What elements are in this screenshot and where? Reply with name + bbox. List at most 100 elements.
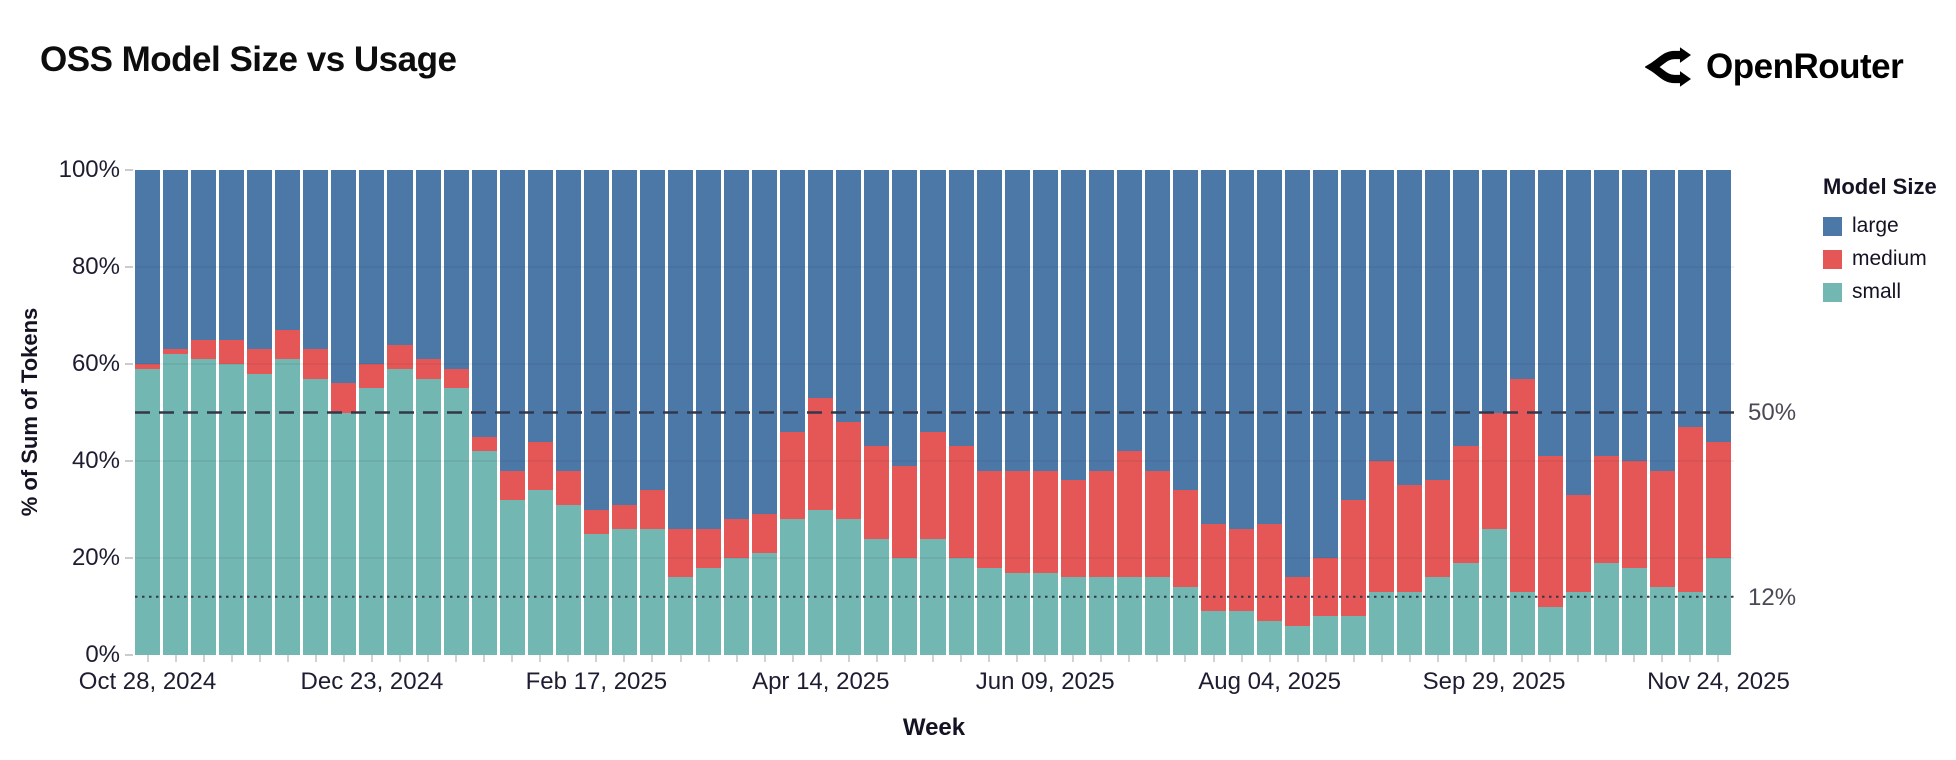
bar[interactable] [1201,170,1227,655]
bar-segment-large [864,170,890,447]
bar[interactable] [443,170,469,655]
bar[interactable] [1369,170,1395,655]
bar-segment-large [920,170,946,432]
bar-segment-medium [1677,427,1703,592]
bar[interactable] [555,170,581,655]
bar-segment-large [836,170,862,423]
bar[interactable] [920,170,946,655]
x-tick-mark [1577,655,1580,662]
bar[interactable] [1032,170,1058,655]
bar[interactable] [219,170,245,655]
y-tick-label: 60% [71,350,120,377]
legend-swatch-small [1823,282,1842,302]
bar[interactable] [1116,170,1142,655]
bar[interactable] [1649,170,1675,655]
bar[interactable] [1285,170,1311,655]
bar[interactable] [611,170,637,655]
bar-segment-large [1537,170,1563,457]
x-tick-mark [1633,655,1636,662]
bar[interactable] [668,170,694,655]
bar-segment-medium [1229,528,1255,612]
bar[interactable] [1397,170,1423,655]
x-tick-label: Oct 28, 2024 [78,668,217,695]
bar[interactable] [247,170,273,655]
bar[interactable] [163,170,189,655]
bar[interactable] [1481,170,1507,655]
x-tick-mark [847,655,850,662]
bar-segment-medium [1144,470,1170,578]
bar[interactable] [583,170,609,655]
bar-segment-large [808,170,834,398]
bar-segment-medium [555,470,581,505]
bar[interactable] [331,170,357,655]
bar-segment-small [471,451,497,655]
bar[interactable] [499,170,525,655]
bar-segment-large [1481,170,1507,413]
bar[interactable] [1565,170,1591,655]
bar[interactable] [191,170,217,655]
bar[interactable] [808,170,834,655]
bar-segment-medium [1649,470,1675,588]
bar[interactable] [1425,170,1451,655]
bar-segment-small [247,373,273,655]
bar[interactable] [892,170,918,655]
x-tick-mark [1549,655,1552,662]
bar-segment-large [1397,170,1423,486]
bar[interactable] [415,170,441,655]
bar-segment-large [1004,170,1030,471]
bar-segment-large [1565,170,1591,495]
bar-segment-medium [1397,485,1423,592]
bar[interactable] [948,170,974,655]
bar[interactable] [864,170,890,655]
x-tick-mark [988,655,991,662]
bar-segment-large [1257,170,1283,525]
brand-logo[interactable]: OpenRouter [1645,44,1904,90]
bar[interactable] [836,170,862,655]
bar[interactable] [1341,170,1367,655]
bar[interactable] [1509,170,1535,655]
bar[interactable] [527,170,553,655]
x-tick-mark [1156,655,1159,662]
bar[interactable] [1229,170,1255,655]
bar-segment-large [976,170,1002,471]
bar[interactable] [1088,170,1114,655]
bar[interactable] [1593,170,1619,655]
bar-segment-large [1313,170,1339,558]
bar[interactable] [752,170,778,655]
x-tick-mark [230,655,233,662]
x-tick-mark [1465,655,1467,662]
bar-segment-large [331,170,357,384]
bar[interactable] [1172,170,1198,655]
bar-segment-medium [1116,451,1142,578]
bar[interactable] [303,170,329,655]
bar[interactable] [724,170,750,655]
x-tick-label: Apr 14, 2025 [752,668,890,695]
bar[interactable] [1677,170,1703,655]
y-tick-mark [125,654,133,656]
bar-segment-medium [443,368,469,389]
bar-segment-large [1649,170,1675,471]
bar[interactable] [976,170,1002,655]
y-tick-mark [125,169,133,171]
bar-segment-large [359,170,385,364]
legend: Model Size large medium small [1823,174,1937,313]
bar-segment-medium [471,436,497,452]
bar[interactable] [359,170,385,655]
bar[interactable] [471,170,497,655]
bar[interactable] [1144,170,1170,655]
bar[interactable] [1004,170,1030,655]
bar[interactable] [387,170,413,655]
bar[interactable] [1621,170,1647,655]
bar[interactable] [1313,170,1339,655]
bar[interactable] [696,170,722,655]
bar[interactable] [1257,170,1283,655]
bar-segment-medium [752,514,778,554]
bar[interactable] [1537,170,1563,655]
bar[interactable] [639,170,665,655]
bar[interactable] [1705,170,1731,655]
bar[interactable] [275,170,301,655]
bar[interactable] [1453,170,1479,655]
bar[interactable] [780,170,806,655]
bar[interactable] [135,170,161,655]
bar[interactable] [1060,170,1086,655]
